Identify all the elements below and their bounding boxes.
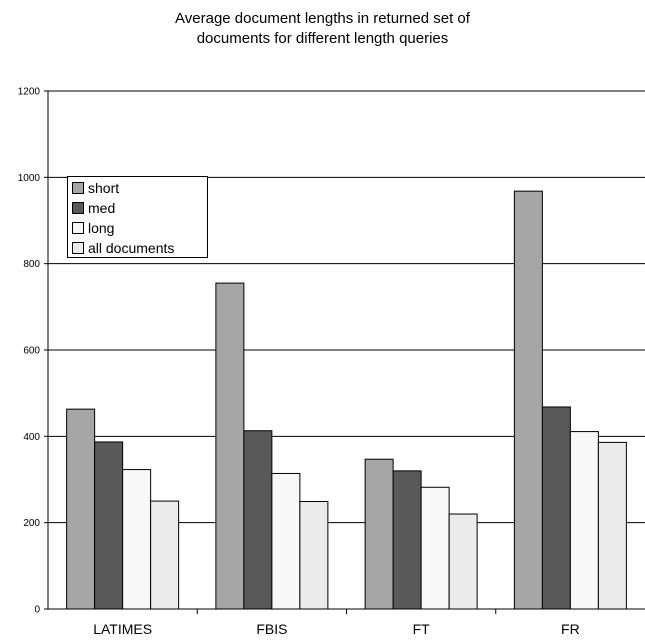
bar-ft-short: [364, 458, 394, 610]
x-tick-label-fbis: FBIS: [256, 621, 287, 637]
bar-ft-all-documents: [448, 513, 478, 610]
bar-ft-med: [392, 470, 422, 610]
y-tick-label-1000: 1000: [18, 173, 41, 184]
legend: short med long all documents: [67, 176, 208, 258]
legend-swatch-long: [72, 222, 84, 234]
chart-title-line-2: documents for different length queries: [196, 30, 449, 47]
bar-ft-long: [420, 486, 450, 610]
axis-labels: 0 200 400 600 800 1000 1200 LATIMES FBIS FT FR: [18, 87, 580, 638]
legend-swatch-short: [72, 182, 84, 194]
legend-item-med: med: [72, 198, 207, 218]
bar-fr-short: [513, 190, 543, 610]
legend-swatch-all-documents: [72, 242, 84, 254]
y-tick-label-400: 400: [23, 432, 40, 443]
legend-swatch-med: [72, 202, 84, 214]
chart-title-line-1: Average document lengths in returned set…: [175, 10, 470, 27]
bar-fr-long: [569, 431, 599, 610]
x-tick-label-latimes: LATIMES: [93, 621, 152, 637]
legend-label-long: long: [88, 220, 115, 236]
legend-item-short: short: [72, 178, 207, 198]
bar-fbis-short: [215, 282, 245, 610]
bar-latimes-med: [94, 441, 124, 610]
y-tick-label-600: 600: [23, 346, 40, 357]
legend-item-all-documents: all documents: [72, 238, 207, 258]
bar-fr-all-documents: [597, 441, 627, 610]
bar-latimes-all-documents: [150, 500, 180, 610]
legend-label-short: short: [88, 180, 120, 196]
bars: [66, 190, 627, 610]
legend-item-long: long: [72, 218, 207, 238]
bar-latimes-long: [122, 469, 152, 610]
bar-fr-med: [541, 406, 571, 610]
bar-fbis-long: [271, 472, 301, 610]
bar-fbis-med: [243, 430, 273, 610]
legend-label-all-documents: all documents: [88, 240, 175, 256]
y-tick-label-800: 800: [23, 259, 40, 270]
y-tick-label-200: 200: [23, 518, 40, 529]
x-tick-label-fr: FR: [561, 621, 580, 637]
axes: [44, 90, 645, 614]
bar-fbis-all-documents: [299, 501, 329, 610]
x-tick-label-ft: FT: [413, 621, 431, 637]
bar-latimes-short: [66, 408, 96, 610]
legend-label-med: med: [88, 200, 116, 216]
y-tick-label-0: 0: [34, 605, 40, 616]
y-tick-label-1200: 1200: [18, 87, 41, 98]
chart-title: Average document lengths in returned set…: [0, 9, 645, 49]
